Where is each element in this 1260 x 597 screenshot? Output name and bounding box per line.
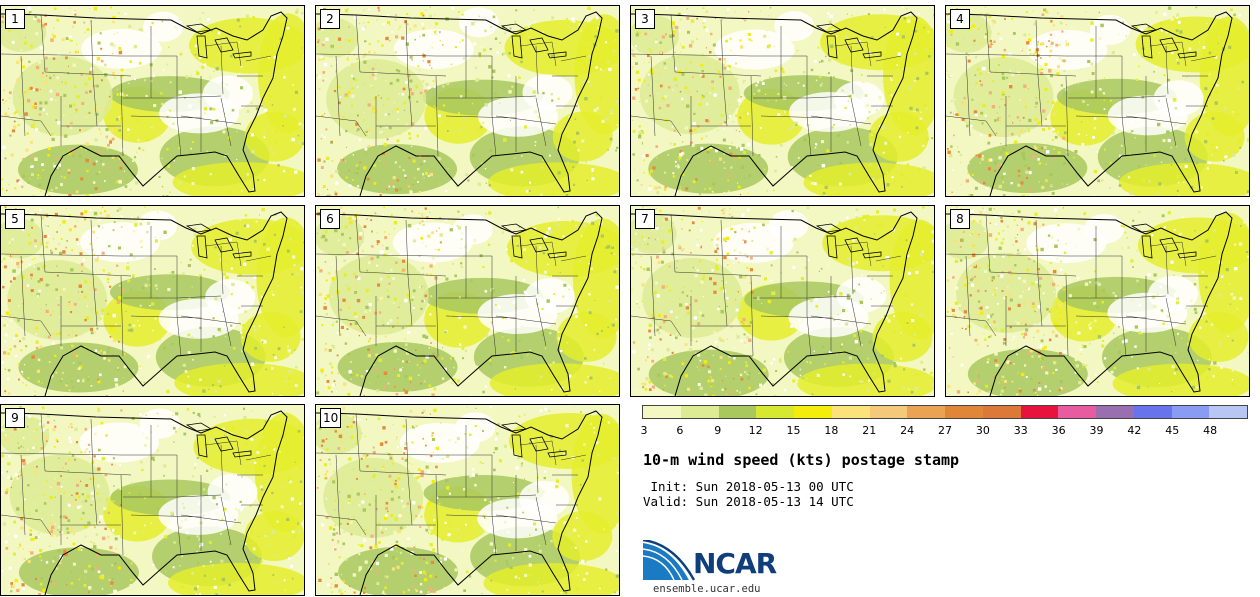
colorbar-tick-label: 12 xyxy=(748,424,763,437)
panel-number: 3 xyxy=(635,9,655,29)
colorbar-segment-7 xyxy=(869,406,908,418)
panel-number: 7 xyxy=(635,209,655,229)
wind-speed-map xyxy=(1,405,304,595)
colorbar-tick-label: 15 xyxy=(786,424,801,437)
colorbar-tick-label: 36 xyxy=(1051,424,1066,437)
colorbar-tick-label: 9 xyxy=(714,424,722,437)
panel-number: 5 xyxy=(5,209,25,229)
wind-speed-map xyxy=(631,206,934,396)
colorbar-tick-label: 42 xyxy=(1127,424,1142,437)
colorbar-segment-6 xyxy=(831,406,870,418)
colorbar-tick-label: 48 xyxy=(1203,424,1218,437)
map-panel-3[interactable]: 3 xyxy=(630,5,935,197)
valid-time: Valid: Sun 2018-05-13 14 UTC xyxy=(643,494,854,509)
panel-number: 10 xyxy=(320,408,342,428)
map-panel-7[interactable]: 7 xyxy=(630,205,935,397)
colorbar-segment-10 xyxy=(982,406,1021,418)
colorbar-tick-label: 27 xyxy=(938,424,952,437)
wind-speed-map xyxy=(316,6,619,196)
colorbar-segment-13 xyxy=(1096,406,1134,418)
ncar-logo-icon xyxy=(642,540,696,581)
map-panel-4[interactable]: 4 xyxy=(945,5,1250,197)
wind-speed-map xyxy=(1,206,304,396)
colorbar-segment-14 xyxy=(1133,406,1172,418)
colorbar-tick-label: 24 xyxy=(900,424,915,437)
map-panel-9[interactable]: 9 xyxy=(0,404,305,596)
colorbar-segment-1 xyxy=(643,406,681,418)
colorbar-segment-12 xyxy=(1058,406,1096,418)
panel-number: 9 xyxy=(5,408,25,428)
panel-number: 1 xyxy=(5,9,25,29)
map-panel-8[interactable]: 8 xyxy=(945,205,1250,397)
colorbar-tick-label: 21 xyxy=(862,424,877,437)
wind-speed-map xyxy=(316,405,619,595)
panel-number: 6 xyxy=(320,209,340,229)
colorbar-tick-label: 30 xyxy=(975,424,990,437)
colorbar-segment-16 xyxy=(1209,406,1247,418)
map-panel-5[interactable]: 5 xyxy=(0,205,305,397)
map-panel-1[interactable]: 1 xyxy=(0,5,305,197)
colorbar-tick-label: 33 xyxy=(1013,424,1028,437)
colorbar-tick-label: 6 xyxy=(676,424,684,437)
colorbar-tick-label: 45 xyxy=(1165,424,1180,437)
site-url: ensemble.ucar.edu xyxy=(653,583,761,595)
colorbar-tick-label: 18 xyxy=(824,424,839,437)
wind-speed-map xyxy=(316,206,619,396)
map-panel-6[interactable]: 6 xyxy=(315,205,620,397)
colorbar-segment-9 xyxy=(945,406,983,418)
colorbar-segment-11 xyxy=(1020,406,1059,418)
colorbar xyxy=(642,405,1248,419)
chart-title: 10-m wind speed (kts) postage stamp xyxy=(643,451,960,469)
wind-speed-map xyxy=(946,6,1249,196)
colorbar-segment-4 xyxy=(756,406,794,418)
map-panel-10[interactable]: 10 xyxy=(315,404,620,596)
panel-number: 4 xyxy=(950,9,970,29)
wind-speed-map xyxy=(1,6,304,196)
map-panel-2[interactable]: 2 xyxy=(315,5,620,197)
init-time: Init: Sun 2018-05-13 00 UTC xyxy=(643,479,854,494)
colorbar-segment-8 xyxy=(907,406,945,418)
logo-text: NCAR xyxy=(693,547,777,580)
colorbar-segment-2 xyxy=(680,406,719,418)
colorbar-segment-3 xyxy=(718,406,757,418)
panel-number: 8 xyxy=(950,209,970,229)
colorbar-tick-label: 39 xyxy=(1089,424,1104,437)
colorbar-segment-15 xyxy=(1171,406,1210,418)
wind-speed-map xyxy=(631,6,934,196)
colorbar-tick-label: 3 xyxy=(640,424,648,437)
colorbar-segment-5 xyxy=(794,406,832,418)
panel-number: 2 xyxy=(320,9,340,29)
colorbar-ticks: 3 6 9 12 15 18 21 24 27 30 33 36 39 42 45 48 xyxy=(640,424,1248,438)
wind-speed-map xyxy=(946,206,1249,396)
